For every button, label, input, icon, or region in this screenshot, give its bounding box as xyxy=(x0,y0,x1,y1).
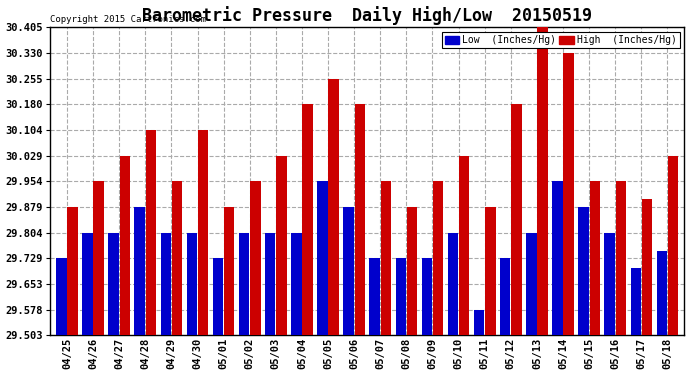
Bar xyxy=(224,207,235,335)
Bar xyxy=(68,207,78,335)
Bar xyxy=(344,207,354,335)
Bar xyxy=(615,182,626,335)
Bar xyxy=(589,182,600,335)
Bar xyxy=(459,156,469,335)
Bar xyxy=(564,53,574,335)
Bar xyxy=(302,104,313,335)
Bar xyxy=(198,130,208,335)
Bar xyxy=(474,310,484,335)
Bar xyxy=(172,182,182,335)
Bar xyxy=(161,232,171,335)
Bar xyxy=(291,232,302,335)
Bar xyxy=(448,232,458,335)
Bar xyxy=(56,258,66,335)
Bar xyxy=(604,232,615,335)
Bar xyxy=(511,104,522,335)
Bar xyxy=(108,232,119,335)
Text: Copyright 2015 Cartronics.com: Copyright 2015 Cartronics.com xyxy=(50,15,206,24)
Bar xyxy=(355,104,365,335)
Bar xyxy=(187,232,197,335)
Bar xyxy=(93,182,104,335)
Bar xyxy=(119,156,130,335)
Legend: Low  (Inches/Hg), High  (Inches/Hg): Low (Inches/Hg), High (Inches/Hg) xyxy=(442,32,680,48)
Bar xyxy=(433,182,444,335)
Bar xyxy=(668,156,678,335)
Bar xyxy=(578,207,589,335)
Bar xyxy=(642,198,652,335)
Bar xyxy=(369,258,380,335)
Bar xyxy=(538,27,548,335)
Bar xyxy=(250,182,261,335)
Bar xyxy=(631,268,641,335)
Bar xyxy=(552,182,562,335)
Bar xyxy=(239,232,249,335)
Bar xyxy=(146,130,156,335)
Title: Barometric Pressure  Daily High/Low  20150519: Barometric Pressure Daily High/Low 20150… xyxy=(142,6,592,24)
Bar xyxy=(328,79,339,335)
Bar xyxy=(317,182,328,335)
Bar xyxy=(213,258,224,335)
Bar xyxy=(657,251,667,335)
Bar xyxy=(82,232,92,335)
Bar xyxy=(485,207,495,335)
Bar xyxy=(422,258,432,335)
Bar xyxy=(276,156,286,335)
Bar xyxy=(395,258,406,335)
Bar xyxy=(526,232,537,335)
Bar xyxy=(500,258,511,335)
Bar xyxy=(265,232,275,335)
Bar xyxy=(381,182,391,335)
Bar xyxy=(135,207,145,335)
Bar xyxy=(407,207,417,335)
